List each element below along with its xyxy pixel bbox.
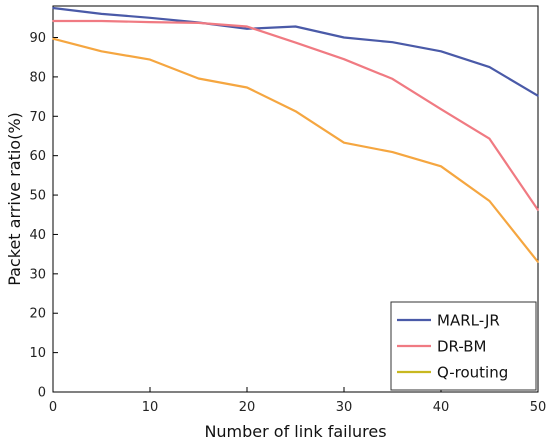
data-point: [52, 7, 54, 9]
data-point: [100, 50, 103, 53]
data-point: [149, 17, 151, 19]
y-tick-label: 10: [29, 346, 46, 361]
series-line-dr-bm: [53, 19, 539, 211]
data-point: [52, 20, 54, 22]
x-tick-label: 20: [239, 400, 256, 415]
data-point: [488, 200, 491, 202]
series-line-q-routing: [52, 37, 539, 263]
y-tick-label: 90: [29, 31, 46, 46]
data-point: [343, 141, 345, 144]
series-layer: [52, 6, 539, 263]
legend-label: MARL-JR: [437, 312, 500, 330]
data-point: [246, 28, 248, 30]
data-point: [149, 58, 151, 61]
data-point: [440, 50, 442, 53]
y-tick-label: 30: [29, 267, 46, 282]
data-point: [440, 165, 442, 168]
plot-area: [52, 5, 539, 393]
data-point: [343, 36, 345, 39]
y-tick-label: 20: [29, 307, 46, 322]
data-point: [343, 58, 345, 60]
x-tick-label: 0: [49, 400, 57, 415]
data-point: [488, 66, 491, 68]
data-point: [537, 261, 539, 263]
data-point: [537, 95, 539, 97]
y-tick-label: 70: [29, 110, 46, 125]
data-point: [197, 22, 200, 24]
data-point: [391, 41, 394, 44]
data-point: [294, 110, 297, 112]
legend-label: Q-routing: [437, 364, 508, 382]
data-point: [391, 151, 394, 153]
x-tick-label: 30: [336, 400, 353, 415]
x-tick-label: 40: [433, 400, 450, 415]
y-tick-label: 50: [29, 189, 46, 204]
x-tick-label: 50: [530, 400, 547, 415]
legend-label: DR-BM: [437, 338, 486, 356]
data-point: [100, 20, 103, 22]
data-point: [488, 137, 491, 140]
data-point: [52, 37, 54, 40]
data-point: [440, 108, 442, 110]
y-tick-label: 60: [29, 149, 46, 164]
y-tick-label: 0: [38, 386, 46, 401]
data-point: [391, 78, 394, 80]
data-point: [294, 25, 297, 28]
x-tick-label: 10: [142, 400, 159, 415]
x-axis: 0 10 20 30 40 50: [49, 387, 546, 415]
data-point: [149, 21, 151, 23]
data-point: [537, 209, 539, 211]
plot-frame: [52, 5, 539, 393]
y-axis: 0 10 20 30 40 50 60 70 80 90: [29, 31, 58, 401]
y-tick-label: 40: [29, 228, 46, 243]
data-point: [246, 86, 248, 89]
data-point: [294, 41, 297, 44]
y-axis-title: Packet arrive ratio(%): [5, 112, 24, 286]
x-axis-title: Number of link failures: [204, 422, 386, 441]
y-tick-label: 80: [29, 70, 46, 85]
data-point: [246, 25, 248, 28]
data-point: [197, 77, 200, 80]
data-point: [100, 13, 103, 15]
legend: MARL-JR DR-BM Q-routing: [390, 301, 537, 391]
